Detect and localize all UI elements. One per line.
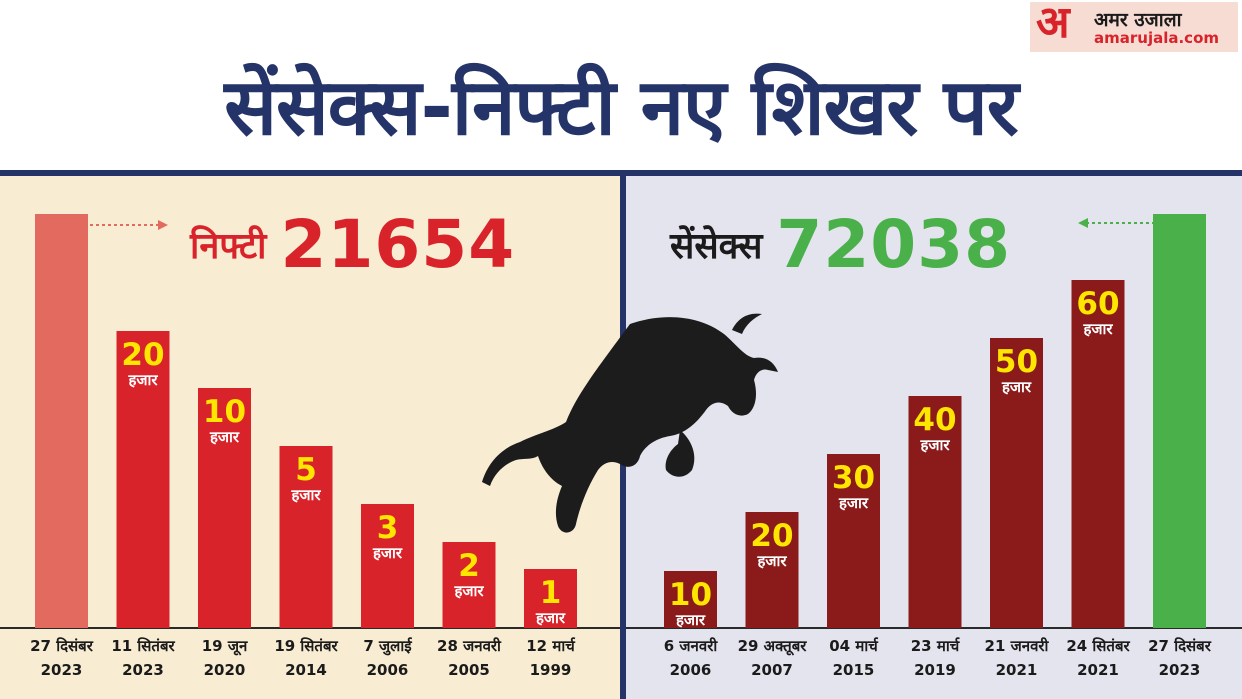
category-label: 2021 xyxy=(1077,661,1119,679)
category-label: 7 जुलाई xyxy=(363,637,412,656)
category-label: 2005 xyxy=(448,661,490,679)
bar-value-label: 3 xyxy=(377,510,399,546)
bar xyxy=(664,571,717,628)
category-label: 2019 xyxy=(914,661,956,679)
bar-unit-label: हजार xyxy=(838,494,869,512)
category-label: 27 दिसंबर xyxy=(1148,637,1212,655)
header: अ अमर उजाला amarujala.com सेंसेक्स-निफ्ट… xyxy=(0,0,1242,170)
arrow-right-icon xyxy=(158,220,168,230)
category-label: 29 अक्तूबर xyxy=(738,637,808,656)
bar xyxy=(361,504,414,628)
bar-unit-label: हजार xyxy=(453,582,484,600)
category-label: 2014 xyxy=(285,661,327,679)
sensex-chart: 10 हजार 6 जनवरी 2006 20 हजार 29 अक्तूबर 2007 30 ह… xyxy=(626,176,1242,699)
sensex-headline: सेंसेक्स 72038 xyxy=(670,206,1011,283)
bar-value-label: 1 xyxy=(540,575,562,611)
category-label: 11 सितंबर xyxy=(111,637,175,655)
bar xyxy=(908,396,962,628)
nifty-headline: निफ्टी 21654 xyxy=(190,206,515,283)
category-label: 19 जून xyxy=(202,637,248,656)
bar-value-label: 60 xyxy=(1076,286,1119,322)
category-label: 2006 xyxy=(367,661,409,679)
brand-logo[interactable]: अ अमर उजाला amarujala.com xyxy=(1030,0,1238,52)
bar xyxy=(35,214,88,628)
nifty-series-label: निफ्टी xyxy=(190,226,267,267)
bar-unit-label: हजार xyxy=(1001,378,1032,396)
category-label: 2007 xyxy=(751,661,793,679)
nifty-chart: 27 दिसंबर 2023 20 हजार 11 सितंबर 2023 10 हजार 19… xyxy=(0,176,620,699)
bar-unit-label: हजार xyxy=(290,486,321,504)
sensex-series-label: सेंसेक्स xyxy=(670,226,763,267)
category-label: 23 मार्च xyxy=(911,637,961,655)
category-label: 6 जनवरी xyxy=(664,637,719,655)
bar xyxy=(279,446,333,628)
logo-url: amarujala.com xyxy=(1094,29,1220,47)
bar-unit-label: हजार xyxy=(1082,320,1113,338)
category-label: 24 सितंबर xyxy=(1066,637,1130,655)
bar-unit-label: हजार xyxy=(756,552,787,570)
bar xyxy=(990,338,1043,628)
category-label: 04 मार्च xyxy=(829,637,879,655)
category-label: 27 दिसंबर xyxy=(30,637,94,655)
bar xyxy=(827,454,880,628)
category-label: 28 जनवरी xyxy=(437,637,502,655)
bar-value-label: 10 xyxy=(203,394,246,430)
bar xyxy=(198,388,251,628)
arrow-left-icon xyxy=(1078,218,1088,228)
bar xyxy=(116,331,170,628)
bar xyxy=(745,512,799,628)
category-label: 2021 xyxy=(996,661,1038,679)
category-label: 2023 xyxy=(41,661,83,679)
category-label: 12 मार्च xyxy=(526,637,576,655)
logo-mark: अ xyxy=(1036,0,1070,48)
bar-value-label: 30 xyxy=(832,460,875,496)
bar-value-label: 2 xyxy=(458,548,480,584)
bar-unit-label: हजार xyxy=(209,428,240,446)
category-label: 2023 xyxy=(122,661,164,679)
category-label: 2020 xyxy=(204,661,246,679)
bar-unit-label: हजार xyxy=(127,371,158,389)
bar xyxy=(442,542,496,628)
logo-name: अमर उजाला xyxy=(1094,9,1182,31)
bar-value-label: 5 xyxy=(295,452,317,488)
bar-value-label: 40 xyxy=(913,402,956,438)
category-label: 19 सितंबर xyxy=(274,637,338,655)
category-label: 21 जनवरी xyxy=(985,637,1050,655)
bar-unit-label: हजार xyxy=(919,436,950,454)
bar-unit-label: हजार xyxy=(372,544,403,562)
category-label: 2015 xyxy=(833,661,875,679)
title-divider xyxy=(0,170,1242,176)
bar xyxy=(1153,214,1206,628)
page-title: सेंसेक्स-निफ्टी नए शिखर पर xyxy=(224,63,1018,153)
sensex-headline-value: 72038 xyxy=(776,206,1012,283)
bar-unit-label: हजार xyxy=(675,611,706,629)
bar-unit-label: हजार xyxy=(535,609,566,627)
category-label: 1999 xyxy=(530,661,572,679)
bar xyxy=(524,569,577,628)
category-label: 2023 xyxy=(1159,661,1201,679)
bar xyxy=(1071,280,1125,628)
bar-value-label: 20 xyxy=(121,337,164,373)
nifty-headline-value: 21654 xyxy=(280,206,516,283)
category-label: 2006 xyxy=(670,661,712,679)
bar-value-label: 20 xyxy=(750,518,793,554)
bar-value-label: 50 xyxy=(995,344,1038,380)
bar-value-label: 10 xyxy=(669,577,712,613)
bull-silhouette-icon xyxy=(482,313,778,533)
